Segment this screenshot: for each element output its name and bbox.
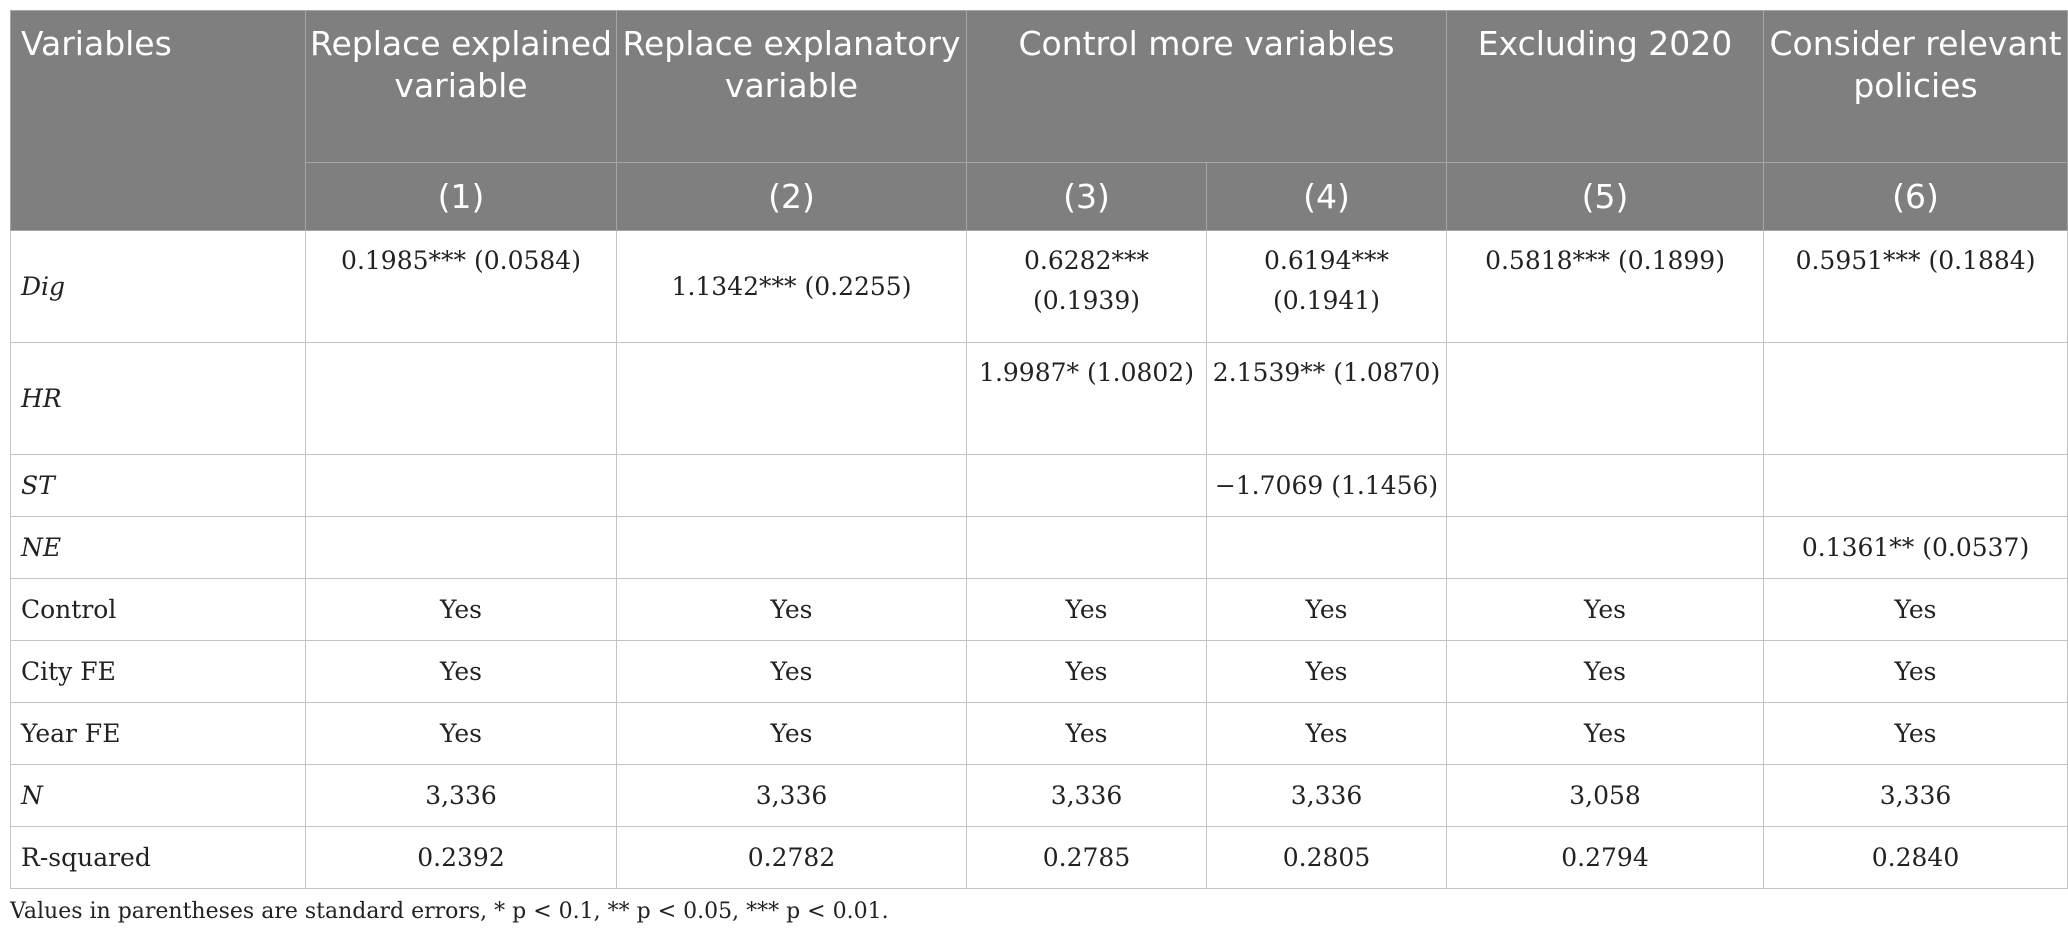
table-cell: −1.7069 (1.1456) bbox=[1205, 454, 1448, 517]
table-cell: 0.1985*** (0.0584) bbox=[305, 230, 617, 343]
table-row: Dig 0.1985*** (0.0584) 1.1342*** (0.2255… bbox=[10, 230, 2068, 343]
table-cell bbox=[616, 454, 967, 517]
row-label: NE bbox=[10, 516, 306, 579]
row-label: ST bbox=[10, 454, 306, 517]
row-label: R-squared bbox=[10, 826, 306, 889]
table-cell: 3,336 bbox=[1763, 764, 2068, 827]
table-cell: 3,336 bbox=[1205, 764, 1448, 827]
table-cell: Yes bbox=[305, 702, 617, 765]
table-cell: Yes bbox=[966, 702, 1207, 765]
table-cell: 3,336 bbox=[305, 764, 617, 827]
table-cell bbox=[1763, 342, 2068, 455]
table-cell: Yes bbox=[616, 702, 967, 765]
table-row: Control Yes Yes Yes Yes Yes Yes bbox=[10, 578, 2068, 641]
header-col-3: (3) bbox=[966, 162, 1207, 231]
header-group-4: Excluding 2020 bbox=[1446, 10, 1765, 163]
table-cell: Yes bbox=[1205, 640, 1448, 703]
table-cell: Yes bbox=[1446, 640, 1765, 703]
table-cell bbox=[966, 516, 1207, 579]
table-cell bbox=[305, 454, 617, 517]
row-label: HR bbox=[10, 342, 306, 455]
header-col-2: (2) bbox=[616, 162, 967, 231]
row-label: Control bbox=[10, 578, 306, 641]
table-cell bbox=[616, 516, 967, 579]
table-cell: 3,058 bbox=[1446, 764, 1765, 827]
table-cell: 0.5818*** (0.1899) bbox=[1446, 230, 1765, 343]
table-cell bbox=[1763, 454, 2068, 517]
table-cell: 2.1539** (1.0870) bbox=[1205, 342, 1448, 455]
table-cell bbox=[1446, 454, 1765, 517]
table-row: City FE Yes Yes Yes Yes Yes Yes bbox=[10, 640, 2068, 703]
header-col-6: (6) bbox=[1763, 162, 2068, 231]
table-cell: Yes bbox=[1446, 702, 1765, 765]
row-label: N bbox=[10, 764, 306, 827]
header-group-2: Replace explanatory variable bbox=[616, 10, 967, 163]
header-variables: Variables bbox=[10, 10, 306, 231]
table-row: R-squared 0.2392 0.2782 0.2785 0.2805 0.… bbox=[10, 826, 2068, 889]
table-cell: 0.6282*** (0.1939) bbox=[966, 230, 1207, 343]
table-cell: Yes bbox=[1763, 578, 2068, 641]
table-cell: Yes bbox=[1205, 702, 1448, 765]
table-cell: 0.2785 bbox=[966, 826, 1207, 889]
header-row-columns: (1) (2) (3) (4) (5) (6) bbox=[11, 162, 2068, 231]
table-footnote: Values in parentheses are standard error… bbox=[10, 899, 889, 924]
table-row: Year FE Yes Yes Yes Yes Yes Yes bbox=[10, 702, 2068, 765]
table-row: N 3,336 3,336 3,336 3,336 3,058 3,336 bbox=[10, 764, 2068, 827]
table-cell: 0.5951*** (0.1884) bbox=[1763, 230, 2068, 343]
header-row-groups: Variables Replace explained variable Rep… bbox=[10, 10, 2068, 231]
table-cell: 0.2805 bbox=[1205, 826, 1448, 889]
header-col-1: (1) bbox=[305, 162, 617, 231]
row-label: Dig bbox=[10, 230, 306, 343]
table-cell: 0.1361** (0.0537) bbox=[1763, 516, 2068, 579]
table-cell: Yes bbox=[966, 578, 1207, 641]
row-label: City FE bbox=[10, 640, 306, 703]
table-row: ST −1.7069 (1.1456) bbox=[10, 454, 2068, 517]
row-label: Year FE bbox=[10, 702, 306, 765]
table-cell: 3,336 bbox=[966, 764, 1207, 827]
table-cell: 0.2392 bbox=[305, 826, 617, 889]
table-cell bbox=[305, 516, 617, 579]
table-cell: 0.2794 bbox=[1446, 826, 1765, 889]
table-cell bbox=[1446, 516, 1765, 579]
table-cell: 0.2782 bbox=[616, 826, 967, 889]
table-row: NE 0.1361** (0.0537) bbox=[10, 516, 2068, 579]
header-group-1: Replace explained variable bbox=[305, 10, 617, 163]
table-cell: 0.2840 bbox=[1763, 826, 2068, 889]
header-col-4: (4) bbox=[1205, 162, 1448, 231]
regression-table-container: Variables Replace explained variable Rep… bbox=[10, 10, 2068, 924]
table-cell: Yes bbox=[1205, 578, 1448, 641]
table-cell bbox=[966, 454, 1207, 517]
table-cell: 0.6194*** (0.1941) bbox=[1205, 230, 1448, 343]
table-cell bbox=[1446, 342, 1765, 455]
table-cell: Yes bbox=[616, 640, 967, 703]
header-group-3: Control more variables bbox=[965, 10, 1448, 163]
table-cell: 3,336 bbox=[616, 764, 967, 827]
table-cell: Yes bbox=[1446, 578, 1765, 641]
table-cell bbox=[616, 342, 967, 455]
robustness-table: Variables Replace explained variable Rep… bbox=[10, 10, 2068, 889]
table-cell: Yes bbox=[305, 640, 617, 703]
header-col-5: (5) bbox=[1446, 162, 1765, 231]
table-cell: 1.1342*** (0.2255) bbox=[616, 230, 967, 343]
table-cell: Yes bbox=[616, 578, 967, 641]
table-cell bbox=[305, 342, 617, 455]
table-row: HR 1.9987* (1.0802) 2.1539** (1.0870) bbox=[10, 342, 2068, 455]
table-cell: 1.9987* (1.0802) bbox=[966, 342, 1207, 455]
header-group-5: Consider relevant policies bbox=[1763, 10, 2068, 163]
table-cell bbox=[1205, 516, 1448, 579]
table-cell: Yes bbox=[966, 640, 1207, 703]
table-cell: Yes bbox=[1763, 702, 2068, 765]
table-cell: Yes bbox=[305, 578, 617, 641]
table-cell: Yes bbox=[1763, 640, 2068, 703]
